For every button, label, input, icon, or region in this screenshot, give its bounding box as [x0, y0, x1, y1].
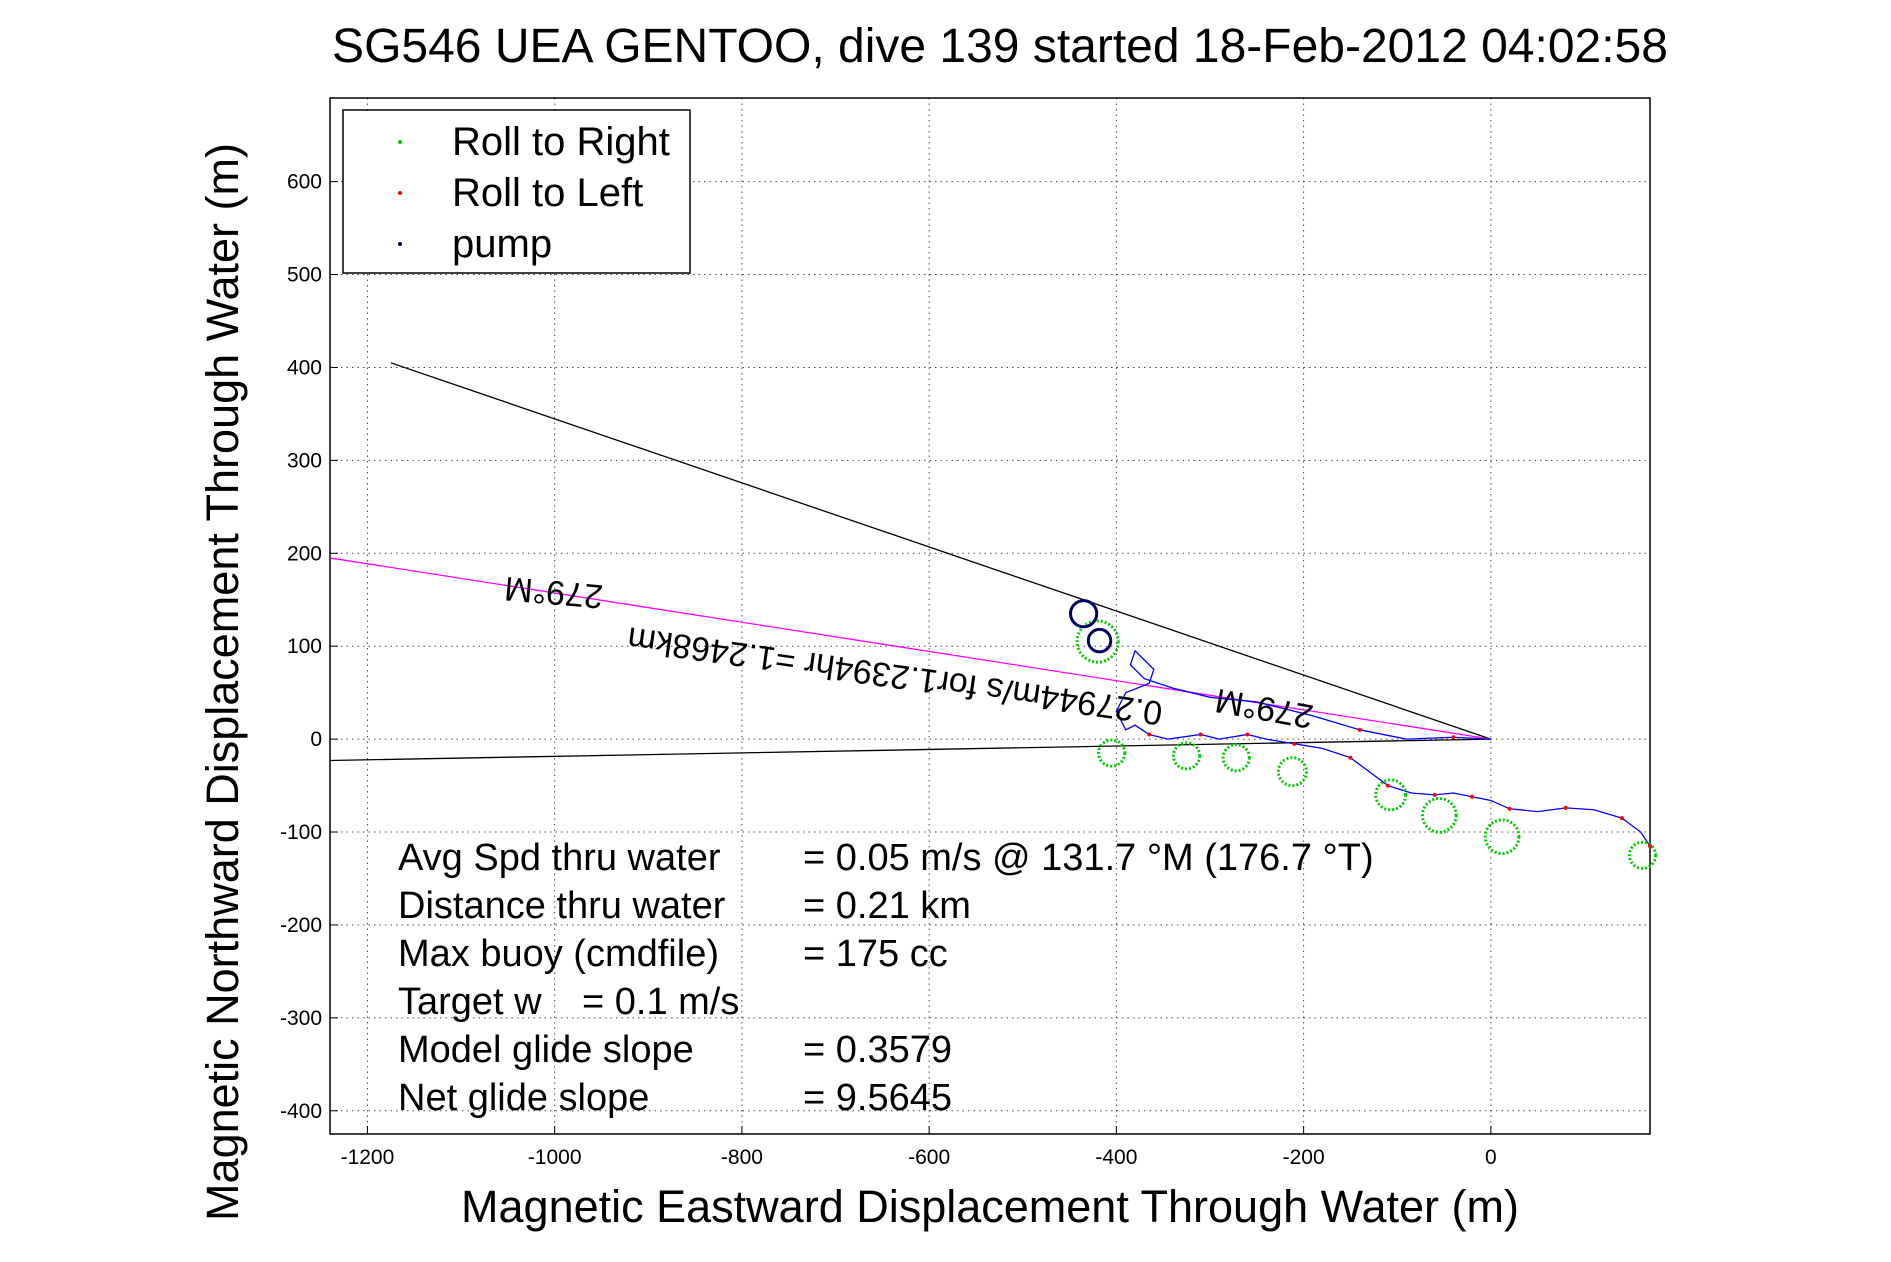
x-tick-label: -1200: [341, 1146, 395, 1169]
roll-right-loop: [1075, 619, 1120, 664]
y-tick-label: 500: [287, 264, 322, 287]
stat-value: = 0.3579: [803, 1029, 952, 1071]
roll-right-loop: [1374, 778, 1408, 812]
roll-right-loop: [1627, 840, 1658, 870]
legend: Roll to Right Roll to Left pump: [342, 109, 691, 274]
roll-right-loop: [1483, 818, 1521, 856]
roll-left-point: [1385, 783, 1390, 788]
roll-left-point: [1198, 732, 1203, 737]
lower-bound-line: [329, 738, 1491, 762]
roll-left-point: [1432, 792, 1437, 797]
y-tick-label: 400: [287, 356, 322, 379]
legend-label-pump: pump: [452, 222, 552, 266]
stat-label: Avg Spd thru water: [398, 837, 721, 879]
y-tick-label: -300: [280, 1007, 322, 1030]
y-tick-label: 100: [287, 635, 322, 658]
roll-right-loop: [1421, 796, 1458, 834]
y-tick-label: 300: [287, 449, 322, 472]
upper-bound-line: [390, 362, 1492, 740]
plot-frame: [329, 97, 1651, 1135]
legend-marker-roll-right: [398, 140, 402, 144]
stat-label: Max buoy (cmdfile): [398, 933, 719, 975]
y-tick-label: 0: [310, 728, 322, 751]
legend-marker-pump: [398, 242, 402, 246]
gridlines: [330, 98, 1650, 1134]
roll-left-point: [1147, 732, 1152, 737]
y-axis-label: Magnetic Northward Displacement Through …: [197, 143, 248, 1221]
stat-value: = 175 cc: [803, 933, 948, 975]
plot-content: [329, 362, 1658, 870]
y-tick-label: -400: [280, 1100, 322, 1123]
roll-left-point: [1348, 755, 1353, 760]
stat-value: = 9.5645: [803, 1077, 952, 1119]
roll-left-point: [1648, 843, 1652, 848]
roll-right-loop: [1171, 741, 1202, 771]
pump-loop: [1086, 627, 1113, 654]
x-tick-label: -1000: [528, 1146, 582, 1169]
y-tick-label: 200: [287, 542, 322, 565]
stat-label: Model glide slope: [398, 1029, 694, 1071]
y-tick-label: 600: [287, 171, 322, 194]
heading-annotation: 279°M: [1212, 681, 1316, 736]
x-tick-label: 0: [1485, 1146, 1497, 1169]
roll-left-point: [1470, 794, 1475, 799]
stat-label: Target w: [398, 981, 542, 1023]
stat-value: = 0.21 km: [803, 885, 971, 927]
roll-right-loop: [1276, 756, 1308, 788]
x-tick-label: -200: [1283, 1146, 1325, 1169]
chart-title: SG546 UEA GENTOO, dive 139 started 18-Fe…: [332, 20, 1668, 73]
x-tick-label: -400: [1095, 1146, 1137, 1169]
x-tick-label: -800: [721, 1146, 763, 1169]
legend-marker-roll-left: [398, 191, 402, 195]
roll-left-point: [1619, 816, 1624, 821]
legend-label-roll-left: Roll to Left: [452, 171, 643, 215]
heading-annotation: 279°M: [503, 569, 605, 615]
y-tick-label: -200: [280, 914, 322, 937]
glider-track: [1115, 649, 1651, 847]
roll-left-point: [1245, 732, 1250, 737]
roll-left-point: [1292, 741, 1297, 746]
roll-right-loop: [1221, 743, 1251, 773]
roll-left-point: [1507, 806, 1512, 811]
x-axis-label: Magnetic Eastward Displacement Through W…: [461, 1181, 1519, 1232]
heading-line: [329, 557, 1491, 740]
roll-right-loop: [1097, 738, 1127, 768]
tick-labels: -1200 -1000 -800 -600 -400 -200 0-400-300-200-…: [280, 171, 1497, 1169]
x-tick-label: -600: [908, 1146, 950, 1169]
y-tick-label: -100: [280, 821, 322, 844]
pump-loop: [1069, 599, 1099, 629]
roll-left-point: [1563, 805, 1568, 810]
roll-left-point: [1357, 727, 1362, 732]
stats-block: Avg Spd thru water = 0.05 m/s @ 131.7 °M …: [398, 837, 1374, 1119]
legend-label-roll-right: Roll to Right: [452, 120, 670, 164]
stat-value: = 0.1 m/s: [582, 981, 739, 1023]
stat-value: = 0.05 m/s @ 131.7 °M (176.7 °T): [803, 837, 1374, 879]
stat-label: Net glide slope: [398, 1077, 649, 1119]
roll-left-point: [1451, 735, 1456, 740]
stat-label: Distance thru water: [398, 885, 726, 927]
